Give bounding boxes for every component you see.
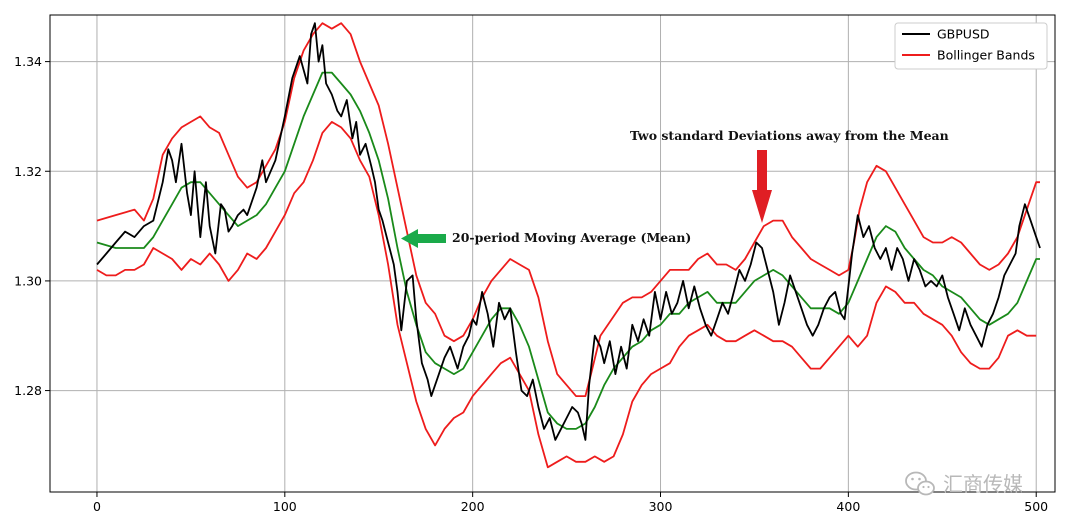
series-line-upper-band: [96, 22, 1040, 397]
annotation-moving-average: 20-period Moving Average (Mean): [401, 229, 691, 248]
annotation-moving-average-text: 20-period Moving Average (Mean): [452, 230, 691, 245]
annotation-std-deviations-text: Two standard Deviations away from the Me…: [630, 128, 949, 143]
series-line-lower-band: [96, 121, 1037, 469]
down-arrow-icon: [752, 150, 772, 223]
series-line-moving-average: [96, 71, 1040, 430]
legend-label-gbpusd: GBPUSD: [937, 27, 990, 42]
y-tick-label: 1.30: [14, 273, 42, 288]
y-tick-label: 1.28: [14, 383, 42, 398]
plot-series: [96, 22, 1041, 469]
legend: GBPUSD Bollinger Bands: [894, 22, 1048, 70]
x-tick-label: 300: [649, 499, 673, 514]
annotation-std-deviations: Two standard Deviations away from the Me…: [630, 128, 949, 223]
y-tick-label: 1.32: [14, 164, 42, 179]
x-tick-label: 500: [1024, 499, 1048, 514]
watermark-text: 汇商传媒: [943, 472, 1023, 496]
x-tick-label: 0: [93, 499, 101, 514]
legend-box: [894, 22, 1048, 70]
left-arrow-icon: [401, 229, 446, 248]
axes-frame: [49, 14, 1056, 493]
watermark: 汇商传媒: [905, 471, 1023, 496]
grid: [50, 15, 1055, 492]
series-line-price: [96, 22, 1041, 441]
y-tick-label: 1.34: [14, 54, 42, 69]
legend-label-bollinger: Bollinger Bands: [937, 48, 1035, 63]
x-tick-label: 200: [461, 499, 485, 514]
wechat-icon: [905, 471, 935, 496]
x-tick-label: 400: [836, 499, 860, 514]
axis-ticks: 0 100 200 300 400 500 1.28 1.30 1.32 1.34: [14, 54, 1048, 514]
x-tick-label: 100: [273, 499, 297, 514]
